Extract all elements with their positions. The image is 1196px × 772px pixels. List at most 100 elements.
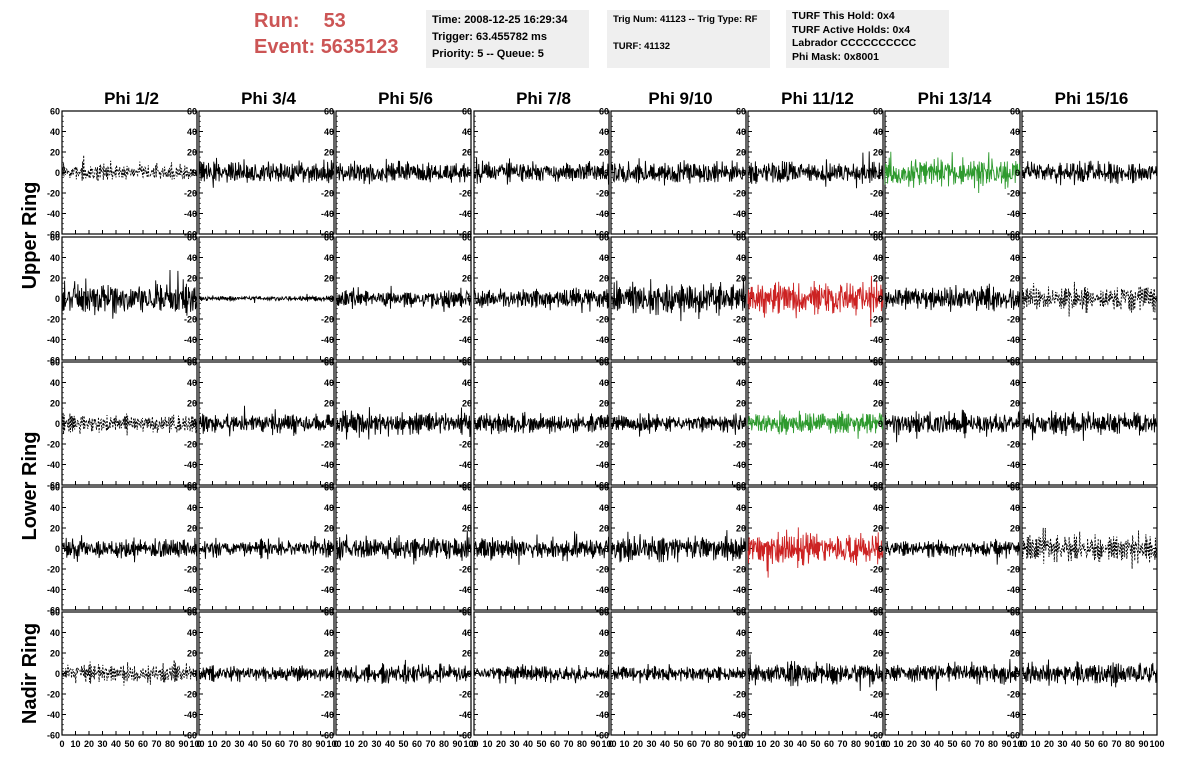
y-tick-label: 20 <box>187 399 197 409</box>
y-tick-label: 60 <box>873 483 883 493</box>
y-tick-label: 0 <box>329 294 334 304</box>
y-tick-label: 40 <box>50 378 60 388</box>
x-tick-label: 50 <box>810 739 820 749</box>
x-tick-label: 50 <box>947 739 957 749</box>
turf-hold-line: TURF This Hold: 0x4 <box>792 10 895 22</box>
waveform-trace <box>747 151 884 189</box>
y-tick-label: 40 <box>50 503 60 513</box>
x-tick-label: 20 <box>770 739 780 749</box>
y-tick-label: -20 <box>184 690 197 700</box>
y-tick-label: 60 <box>599 107 609 117</box>
x-tick-label: 10 <box>482 739 492 749</box>
x-tick-label: 10 <box>619 739 629 749</box>
x-tick-label: 40 <box>111 739 121 749</box>
y-tick-label: -40 <box>321 209 334 219</box>
waveform-trace <box>473 411 610 435</box>
x-tick-label: 30 <box>234 739 244 749</box>
x-tick-label: 70 <box>151 739 161 749</box>
y-tick-label: 60 <box>1010 233 1020 243</box>
y-tick-label: 20 <box>324 524 334 534</box>
y-tick-label: -40 <box>459 710 472 720</box>
x-tick-label: 30 <box>783 739 793 749</box>
waveform-trace <box>335 407 472 440</box>
x-tick-label: 0 <box>882 739 887 749</box>
x-tick-label: 10 <box>1030 739 1040 749</box>
y-tick-label: -60 <box>1007 230 1020 240</box>
y-tick-label: 60 <box>324 358 334 368</box>
x-tick-label: 80 <box>988 739 998 749</box>
y-tick-label: 40 <box>462 127 472 137</box>
x-tick-label: 20 <box>907 739 917 749</box>
x-tick-label: 50 <box>124 739 134 749</box>
y-tick-label: 20 <box>599 524 609 534</box>
x-tick-label: 80 <box>714 739 724 749</box>
x-tick-label: 90 <box>864 739 874 749</box>
x-tick-label: 60 <box>138 739 148 749</box>
y-tick-label: 0 <box>604 669 609 679</box>
waveform-trace <box>610 413 747 437</box>
y-tick-label: 20 <box>873 148 883 158</box>
y-tick-label: 60 <box>1010 107 1020 117</box>
waveform-trace <box>473 287 610 314</box>
y-tick-label: -20 <box>870 565 883 575</box>
y-tick-label: 0 <box>878 669 883 679</box>
y-tick-label: 0 <box>741 419 746 429</box>
x-tick-label: 70 <box>974 739 984 749</box>
row-label: Nadir Ring <box>19 623 41 724</box>
y-tick-label: 40 <box>324 127 334 137</box>
y-tick-label: 0 <box>192 669 197 679</box>
y-tick-label: -20 <box>321 315 334 325</box>
y-tick-label: 0 <box>604 294 609 304</box>
x-tick-label: 40 <box>385 739 395 749</box>
y-tick-label: 40 <box>1010 628 1020 638</box>
y-tick-label: 40 <box>187 127 197 137</box>
y-tick-label: -60 <box>733 731 746 741</box>
y-tick-label: -60 <box>870 230 883 240</box>
x-tick-label: 30 <box>97 739 107 749</box>
y-tick-label: -40 <box>47 710 60 720</box>
y-tick-label: 20 <box>324 148 334 158</box>
column-header: Phi 13/14 <box>918 89 992 108</box>
turf-active-line: TURF Active Holds: 0x4 <box>792 23 911 36</box>
x-tick-label: 30 <box>920 739 930 749</box>
y-tick-label: 60 <box>50 358 60 368</box>
y-tick-label: -60 <box>184 356 197 366</box>
y-tick-label: 0 <box>329 669 334 679</box>
y-tick-label: 60 <box>873 107 883 117</box>
x-tick-label: 10 <box>756 739 766 749</box>
y-tick-label: -40 <box>596 710 609 720</box>
y-tick-label: 20 <box>187 274 197 284</box>
y-tick-label: -60 <box>459 606 472 616</box>
waveform-trace <box>335 285 472 312</box>
y-tick-label: -60 <box>47 230 60 240</box>
y-tick-label: 20 <box>873 274 883 284</box>
y-tick-label: -60 <box>459 356 472 366</box>
trig-info-box: Trig Num: 41123 -- Trig Type: RF TURF: 4… <box>607 10 770 68</box>
y-tick-label: -60 <box>733 230 746 240</box>
y-tick-label: -20 <box>459 315 472 325</box>
y-tick-label: -40 <box>733 335 746 345</box>
waveform-trace <box>747 410 884 439</box>
y-tick-label: -20 <box>184 440 197 450</box>
x-tick-label: 60 <box>412 739 422 749</box>
y-tick-label: -20 <box>1007 189 1020 199</box>
y-tick-label: -20 <box>459 565 472 575</box>
y-tick-label: 40 <box>599 503 609 513</box>
trig-line: Trig Num: 41123 -- Trig Type: RF <box>613 14 758 25</box>
y-tick-label: 20 <box>736 524 746 534</box>
y-tick-label: 0 <box>878 168 883 178</box>
x-tick-label: 90 <box>452 739 462 749</box>
x-tick-label: 40 <box>797 739 807 749</box>
y-tick-label: 40 <box>1010 253 1020 263</box>
y-tick-label: -20 <box>733 315 746 325</box>
x-tick-label: 100 <box>1149 739 1164 749</box>
y-tick-label: 40 <box>599 378 609 388</box>
y-tick-label: 0 <box>1015 419 1020 429</box>
y-tick-label: 40 <box>50 628 60 638</box>
y-tick-label: -60 <box>321 731 334 741</box>
y-tick-label: -20 <box>596 315 609 325</box>
y-tick-label: 20 <box>1010 148 1020 158</box>
x-tick-label: 30 <box>509 739 519 749</box>
y-tick-label: 60 <box>599 483 609 493</box>
y-tick-label: -20 <box>459 189 472 199</box>
